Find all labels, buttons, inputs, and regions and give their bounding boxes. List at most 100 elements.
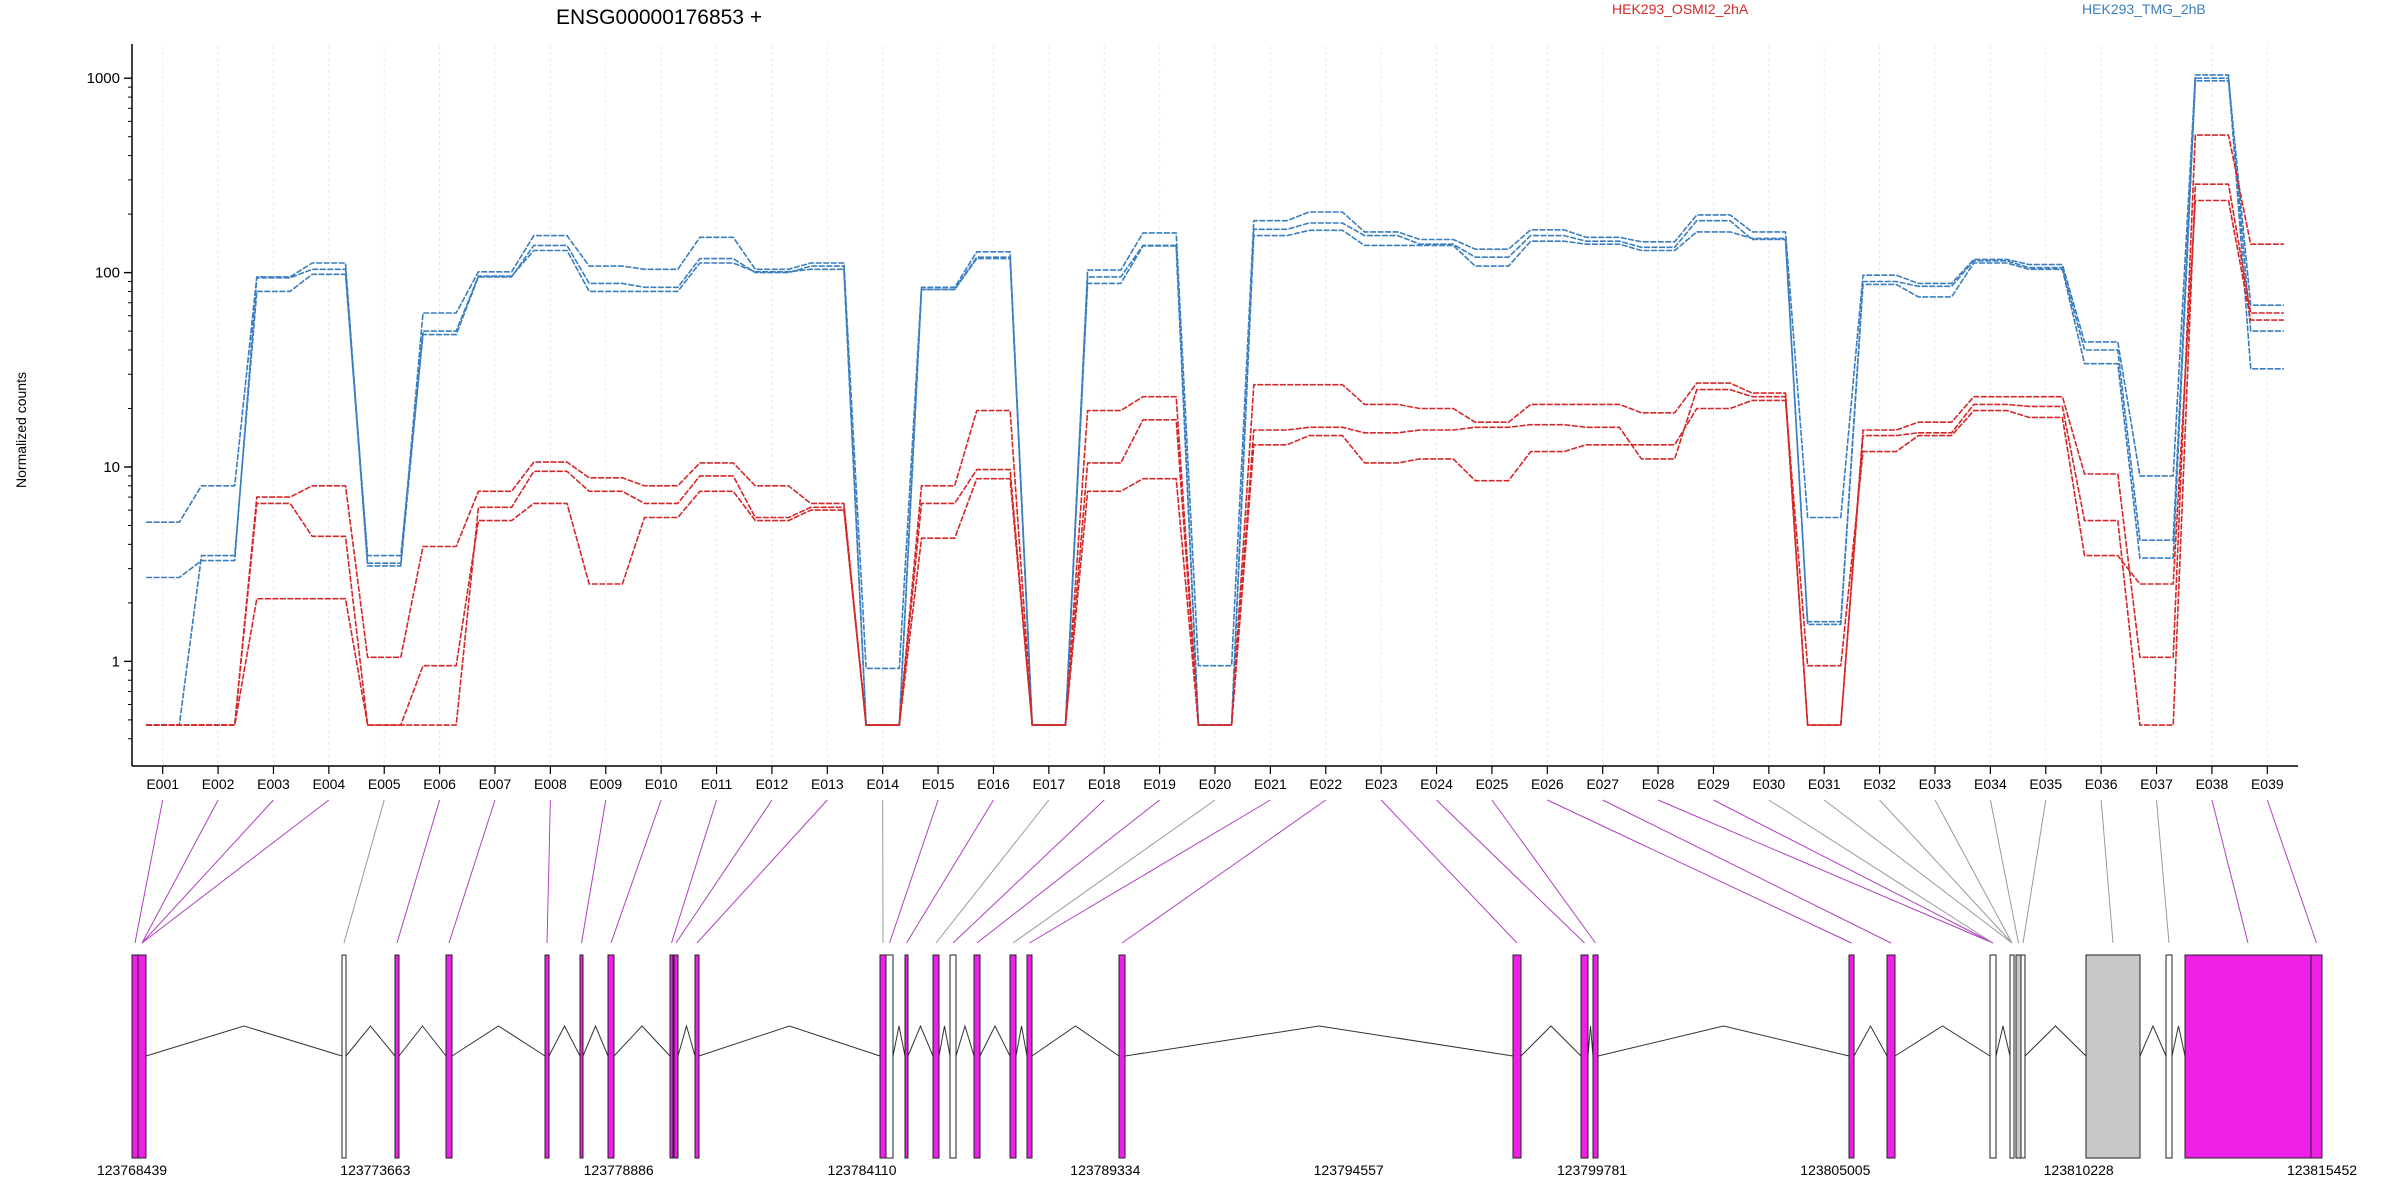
series-line bbox=[146, 134, 2284, 726]
intron bbox=[2139, 1024, 2167, 1057]
exon-box bbox=[949, 954, 957, 1159]
x-tick-label: E013 bbox=[811, 776, 844, 792]
exon-box bbox=[879, 954, 887, 1159]
exon-link bbox=[134, 799, 164, 944]
coordinate-label: 123773663 bbox=[340, 1162, 410, 1178]
intron bbox=[613, 1025, 671, 1057]
exon-box bbox=[607, 954, 615, 1159]
legend-entry-tmg: HEK293_TMG_2hB bbox=[2082, 1, 2206, 17]
exon-box bbox=[1848, 954, 1855, 1159]
exon-box bbox=[579, 954, 584, 1159]
x-tick-label: E003 bbox=[257, 776, 290, 792]
x-tick-label: E017 bbox=[1032, 776, 1065, 792]
series-layer bbox=[146, 74, 2284, 726]
x-tick-label: E034 bbox=[1974, 776, 2007, 792]
x-tick-label: E039 bbox=[2251, 776, 2284, 792]
intron bbox=[1124, 1025, 1514, 1057]
coordinate-label: 123794557 bbox=[1314, 1162, 1384, 1178]
x-tick-label: E029 bbox=[1697, 776, 1730, 792]
y-tick-label: 1000 bbox=[87, 70, 120, 87]
y-tick-label: 1 bbox=[112, 653, 120, 670]
exon-link bbox=[976, 799, 1160, 944]
intron bbox=[677, 1024, 696, 1057]
y-tick-label: 100 bbox=[95, 265, 120, 282]
exon-link bbox=[1657, 799, 1994, 944]
intron bbox=[955, 1024, 975, 1057]
intron bbox=[1015, 1025, 1028, 1057]
exon-box bbox=[2085, 954, 2141, 1159]
x-tick-label: E035 bbox=[2029, 776, 2062, 792]
exon-box bbox=[932, 954, 940, 1159]
exon-box bbox=[973, 954, 981, 1159]
intron bbox=[398, 1025, 447, 1057]
legend-entry-osmi2: HEK293_OSMI2_2hA bbox=[1612, 1, 1749, 17]
x-tick-label: E031 bbox=[1808, 776, 1841, 792]
coordinate-label: 123799781 bbox=[1557, 1162, 1627, 1178]
exon-box bbox=[445, 954, 453, 1159]
exon-box bbox=[341, 954, 347, 1159]
x-tick-label: E037 bbox=[2140, 776, 2173, 792]
x-tick-label: E028 bbox=[1642, 776, 1675, 792]
exon-link bbox=[2211, 799, 2249, 944]
exon-link bbox=[889, 799, 939, 944]
exon-link bbox=[141, 799, 219, 944]
exon-link bbox=[141, 799, 330, 944]
exon-link bbox=[610, 799, 662, 944]
exon-box bbox=[673, 954, 679, 1159]
coordinate-label: 123815452 bbox=[2287, 1162, 2357, 1178]
x-tick-label: E018 bbox=[1088, 776, 1121, 792]
intron bbox=[145, 1025, 343, 1057]
intron bbox=[548, 1024, 581, 1057]
exon-box bbox=[394, 954, 400, 1159]
exon-link bbox=[1768, 799, 1994, 944]
coordinate-label: 123784110 bbox=[827, 1162, 896, 1178]
coordinate-label: 123805005 bbox=[1800, 1162, 1870, 1178]
intron bbox=[1995, 1025, 2011, 1057]
exon-link bbox=[2156, 799, 2170, 944]
series-line bbox=[146, 77, 2284, 726]
series-line bbox=[146, 74, 2284, 726]
x-tick-label: E014 bbox=[866, 776, 899, 792]
exon-link bbox=[675, 799, 773, 944]
exon-link bbox=[581, 799, 607, 944]
x-tick-label: E005 bbox=[368, 776, 401, 792]
exon-box bbox=[544, 954, 550, 1159]
exon-link bbox=[546, 799, 551, 944]
exon-box bbox=[1512, 954, 1522, 1159]
exon-link bbox=[343, 799, 385, 944]
x-tick-label: E030 bbox=[1752, 776, 1785, 792]
x-tick-label: E025 bbox=[1476, 776, 1509, 792]
exon-box bbox=[1592, 954, 1599, 1159]
x-tick-label: E009 bbox=[589, 776, 622, 792]
intron bbox=[907, 1024, 934, 1057]
intron bbox=[451, 1025, 546, 1057]
exon-box bbox=[904, 954, 909, 1159]
exon-box bbox=[694, 954, 700, 1159]
coordinate-label: 123789334 bbox=[1070, 1162, 1140, 1178]
x-tick-label: E022 bbox=[1309, 776, 1342, 792]
exon-box bbox=[1026, 954, 1033, 1159]
x-ticks: E001 E002 E003 E004 E005 E006 E007 E008 E009 E010… bbox=[146, 766, 2284, 792]
x-tick-label: E015 bbox=[922, 776, 955, 792]
intron bbox=[1597, 1025, 1850, 1057]
x-tick-label: E038 bbox=[2196, 776, 2229, 792]
exon-links bbox=[134, 799, 2317, 944]
exon-link bbox=[906, 799, 994, 944]
x-tick-label: E032 bbox=[1863, 776, 1896, 792]
genomic-coordinates: 123768439 123773663 123778886 123784110 1237… bbox=[97, 1162, 2357, 1178]
x-tick-label: E012 bbox=[756, 776, 789, 792]
exon-box bbox=[2015, 954, 2022, 1159]
exon-box bbox=[2184, 954, 2312, 1159]
exon-link bbox=[448, 799, 496, 944]
x-tick-label: E020 bbox=[1199, 776, 1232, 792]
exon-box bbox=[2009, 954, 2015, 1159]
exon-link bbox=[141, 799, 274, 944]
x-tick-label: E026 bbox=[1531, 776, 1564, 792]
exon-box bbox=[1886, 954, 1896, 1159]
chart-title: ENSG00000176853 + bbox=[556, 6, 762, 29]
x-tick-label: E002 bbox=[202, 776, 235, 792]
exon-link bbox=[1823, 799, 2013, 944]
coordinate-label: 123778886 bbox=[584, 1162, 654, 1178]
exon-link bbox=[1934, 799, 2013, 944]
